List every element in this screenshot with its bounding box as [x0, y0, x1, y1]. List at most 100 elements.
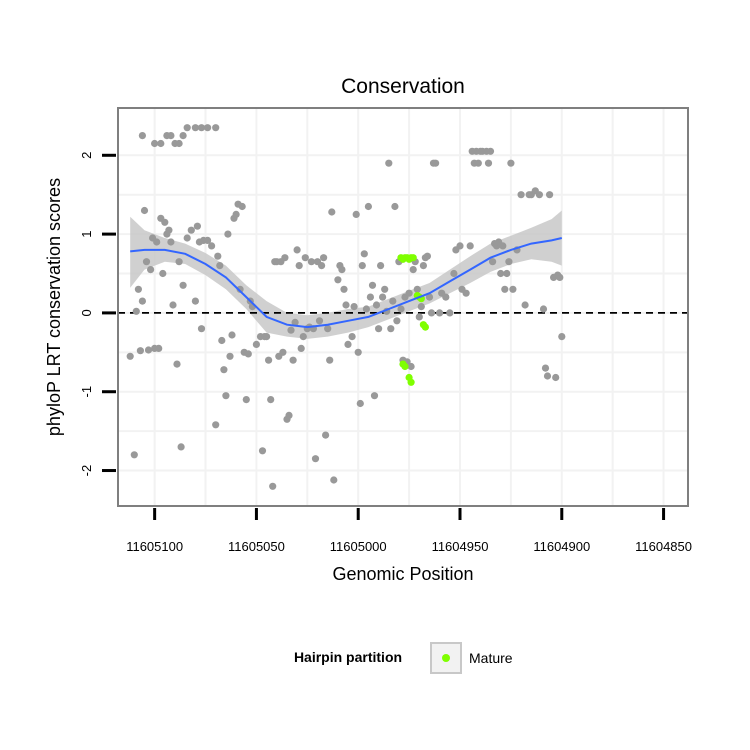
- point: [358, 262, 366, 270]
- point: [462, 289, 470, 297]
- point: [193, 222, 201, 230]
- x-tick-label: 11605050: [228, 539, 285, 554]
- x-axis-title: Genomic Position: [332, 564, 473, 584]
- point: [393, 317, 401, 325]
- chart-title: Conservation: [341, 75, 465, 98]
- point: [352, 210, 360, 218]
- point: [291, 318, 299, 326]
- point: [204, 236, 212, 244]
- point: [228, 331, 236, 339]
- point-mature: [401, 362, 409, 371]
- point: [204, 124, 212, 132]
- point: [258, 447, 267, 455]
- point: [450, 269, 458, 278]
- point: [134, 285, 142, 293]
- point: [344, 340, 352, 348]
- point: [126, 352, 134, 360]
- y-tick-label: -1: [79, 386, 94, 398]
- point: [442, 293, 450, 301]
- point: [368, 281, 377, 289]
- point: [132, 307, 140, 315]
- point: [539, 305, 548, 313]
- point: [265, 356, 273, 364]
- point: [338, 266, 346, 274]
- point: [187, 226, 195, 234]
- point: [301, 254, 309, 262]
- point: [507, 159, 515, 167]
- point: [138, 297, 146, 305]
- point: [220, 366, 228, 374]
- legend-key-mature-point: [442, 654, 450, 662]
- point: [405, 289, 413, 297]
- x-tick-label: 11604900: [533, 539, 590, 554]
- point: [379, 293, 387, 301]
- point: [509, 285, 517, 293]
- point-mature: [421, 323, 429, 331]
- point: [214, 252, 222, 260]
- point: [173, 360, 181, 368]
- point: [342, 301, 350, 309]
- point: [489, 258, 497, 266]
- point: [324, 325, 332, 333]
- point: [279, 348, 287, 356]
- y-axis-title: phyloP LRT conservation scores: [44, 178, 64, 436]
- point: [138, 132, 146, 140]
- point: [372, 301, 381, 309]
- point: [348, 333, 356, 341]
- point: [419, 262, 427, 270]
- point: [224, 230, 232, 238]
- point: [474, 159, 482, 167]
- point: [558, 333, 566, 341]
- point: [226, 352, 234, 360]
- x-tick-label: 11605000: [330, 539, 387, 554]
- point: [360, 250, 368, 258]
- point: [147, 266, 155, 274]
- point: [328, 208, 336, 216]
- point: [543, 372, 552, 380]
- point: [397, 305, 405, 313]
- point: [497, 269, 505, 278]
- point: [216, 262, 224, 270]
- point: [287, 326, 295, 334]
- smooth-trend-line: [130, 237, 563, 329]
- point: [130, 451, 138, 459]
- plot-panel-border: [117, 107, 689, 507]
- point: [297, 344, 305, 352]
- point: [179, 281, 187, 289]
- point: [236, 285, 244, 293]
- point: [252, 340, 260, 348]
- point: [415, 313, 423, 321]
- point: [315, 317, 324, 325]
- point: [212, 124, 220, 132]
- point: [366, 293, 374, 301]
- y-tick-label: 1: [79, 230, 94, 237]
- point: [208, 242, 216, 250]
- point: [293, 246, 301, 254]
- point: [289, 356, 297, 364]
- point: [370, 392, 379, 400]
- axes: 11605100 11605050 11605000 11604950 11604900…: [79, 152, 692, 554]
- point: [436, 309, 444, 317]
- point: [136, 347, 144, 355]
- point: [167, 132, 175, 140]
- point: [175, 139, 183, 148]
- point: [179, 132, 187, 140]
- point: [238, 202, 246, 211]
- point: [356, 399, 364, 408]
- grid-lines: [118, 108, 688, 506]
- point: [552, 373, 560, 382]
- point: [169, 301, 177, 309]
- point: [307, 258, 315, 266]
- legend-title: Hairpin partition: [294, 649, 402, 665]
- point: [232, 210, 240, 218]
- point: [142, 258, 151, 266]
- point: [320, 254, 328, 262]
- point: [377, 262, 385, 270]
- point: [340, 285, 348, 293]
- point: [499, 242, 507, 250]
- point: [354, 348, 362, 356]
- point: [501, 285, 509, 293]
- point: [151, 139, 159, 148]
- point: [505, 258, 513, 266]
